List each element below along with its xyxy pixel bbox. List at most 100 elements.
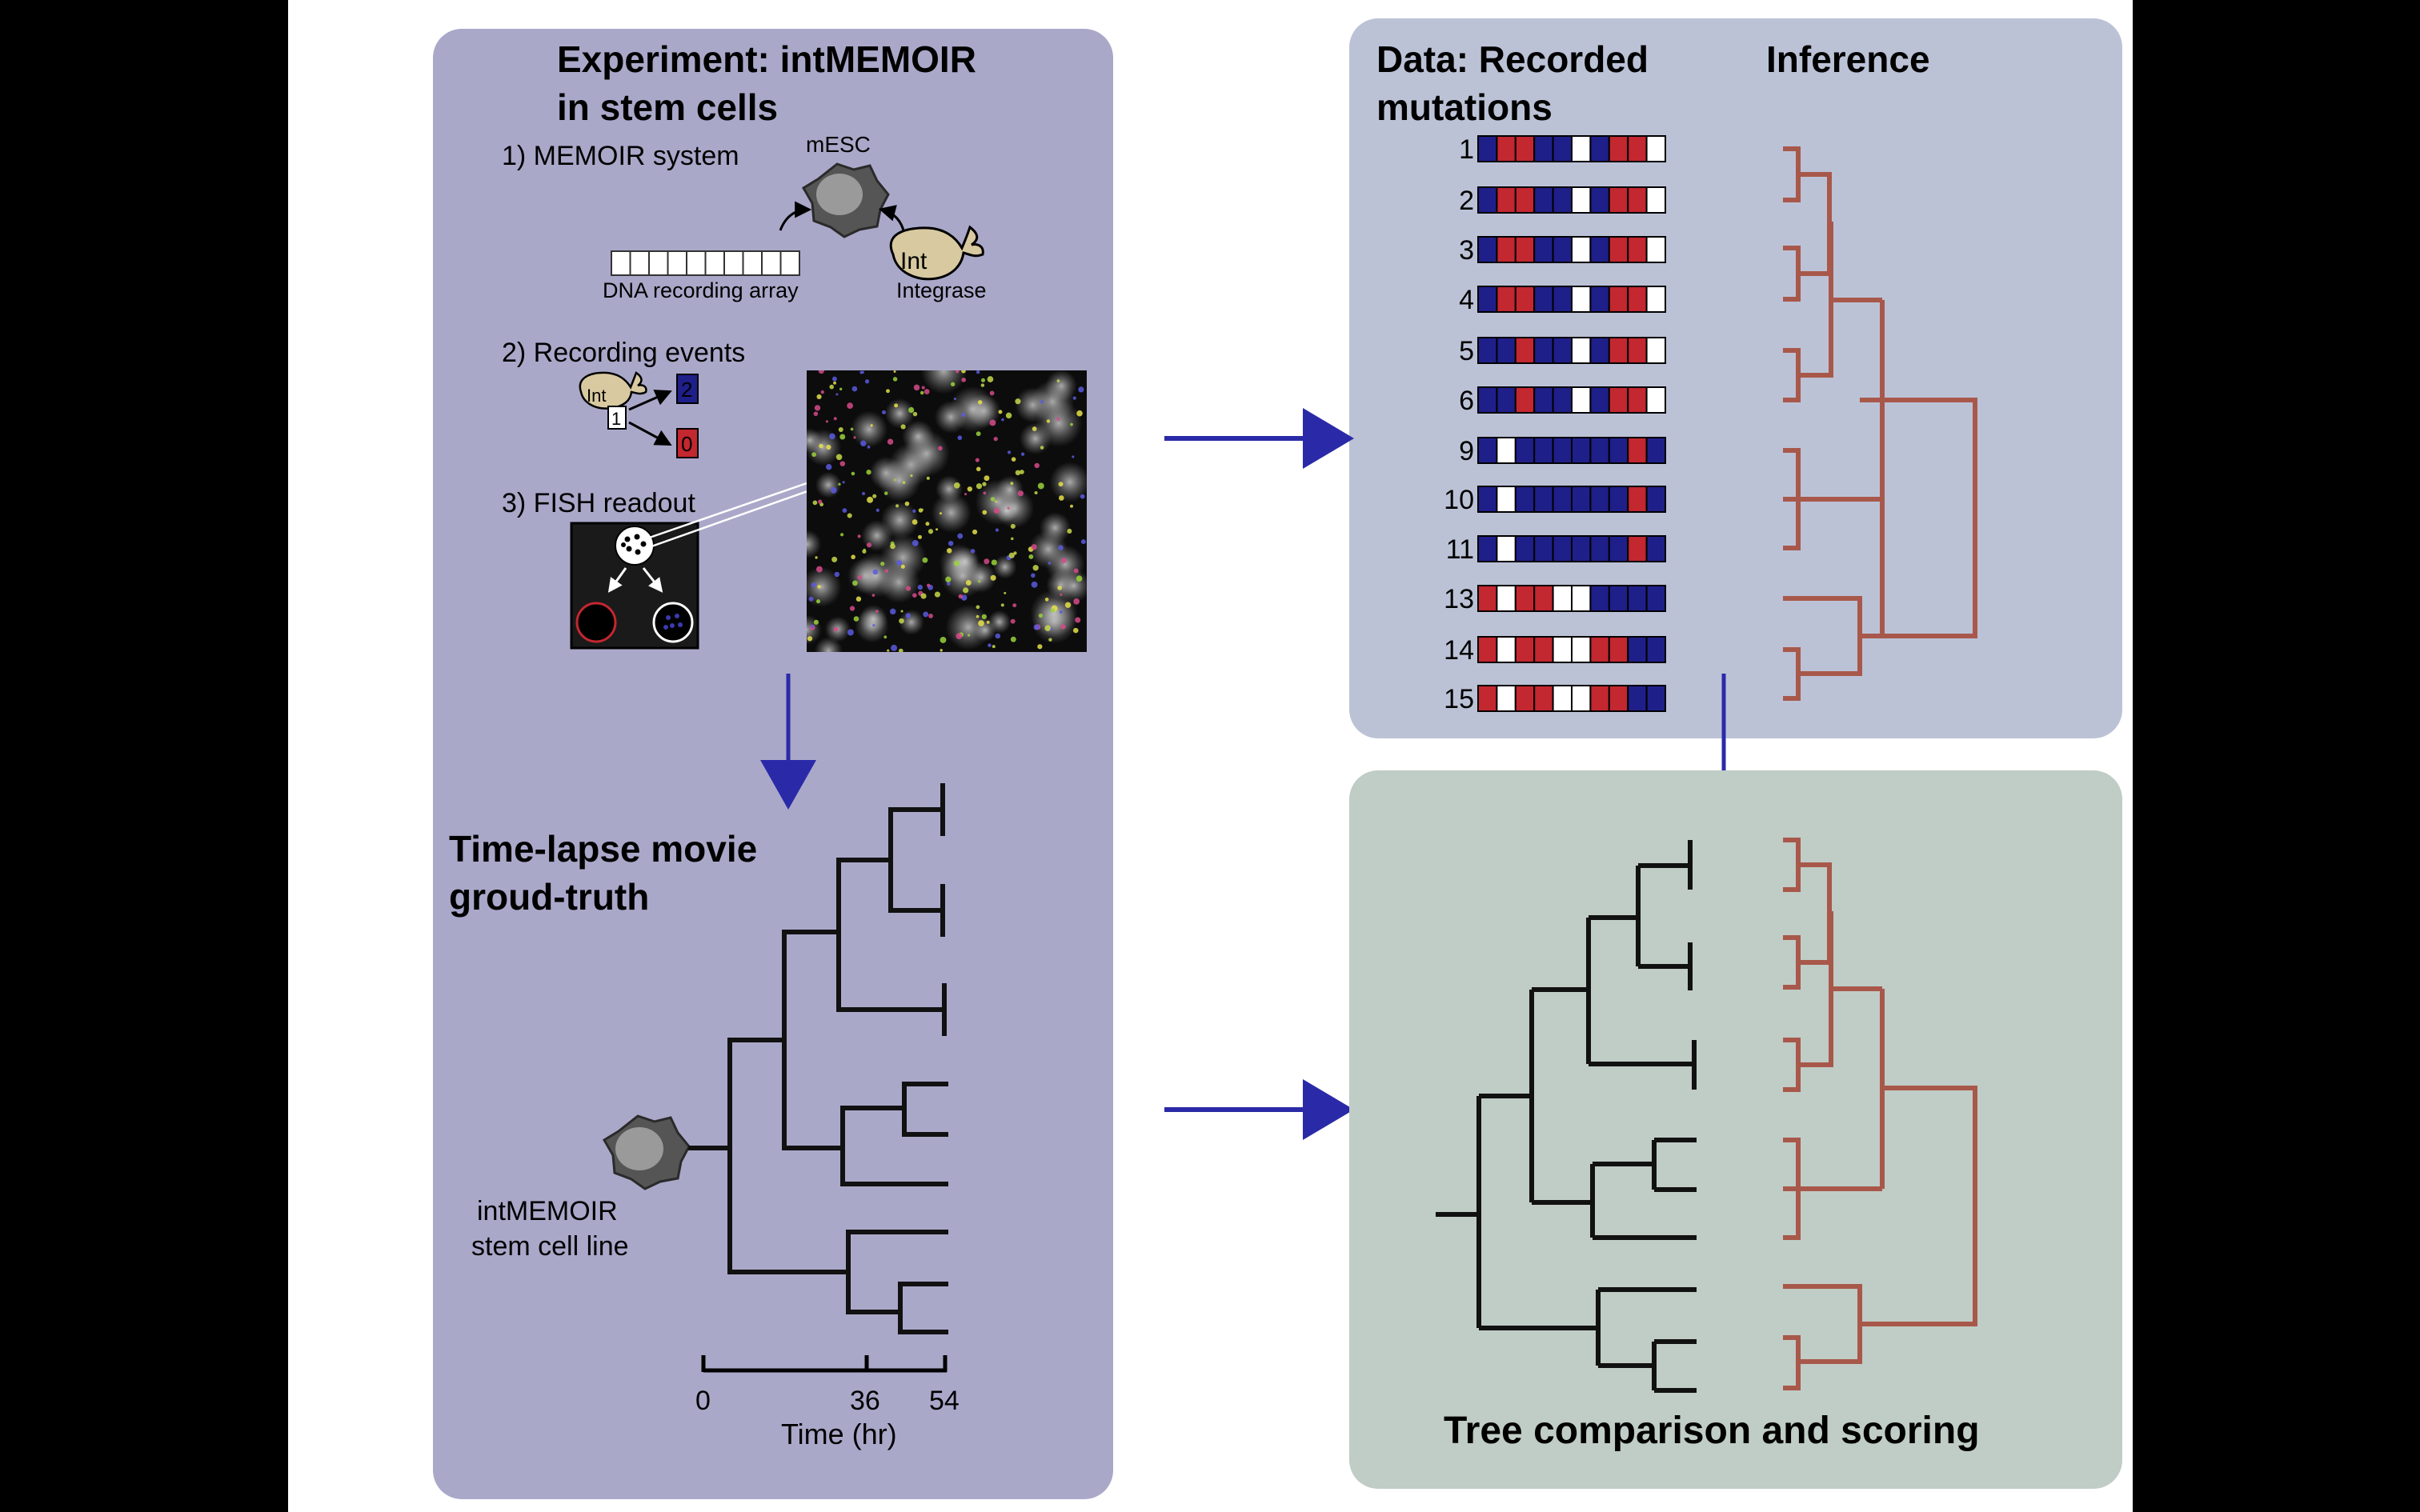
fish-signal-dot <box>924 389 930 394</box>
fish-signal-dot <box>989 419 996 426</box>
mutation-cell <box>1589 636 1610 663</box>
fish-signal-dot <box>880 562 885 566</box>
nucleus-blob <box>1030 589 1078 638</box>
mutation-cell <box>1645 337 1667 364</box>
arrow-array-to-cell <box>779 201 812 231</box>
fish-signal-dot <box>928 614 933 618</box>
fish-signal-dot <box>1007 506 1010 510</box>
fish-signal-dot <box>847 402 853 409</box>
mutation-cell <box>1645 486 1667 513</box>
fish-signal-dot <box>1005 412 1012 419</box>
fish-signal-dot <box>976 431 981 437</box>
arrow-to-state-2 <box>628 390 672 411</box>
mutation-cell <box>1552 585 1573 612</box>
mutation-cell <box>1533 286 1554 313</box>
data-title-line1: Data: Recorded <box>1376 38 1649 80</box>
mutation-cell <box>1608 486 1629 513</box>
nucleus-blob <box>807 566 842 608</box>
dna-array-cell <box>629 250 650 276</box>
data-title-line2: mutations <box>1376 86 1553 128</box>
fish-signal-dot <box>984 558 990 565</box>
fish-signal-dot <box>1008 552 1015 558</box>
fish-signal-dot <box>852 580 858 586</box>
fish-signal-dot <box>1040 446 1044 450</box>
ground-truth-tree <box>688 783 948 1334</box>
mutation-cell <box>1571 337 1592 364</box>
fish-signal-dot <box>950 382 956 386</box>
fish-signal-dot <box>1059 610 1063 614</box>
fish-signal-dot <box>847 629 854 636</box>
fish-signal-dot <box>912 411 918 417</box>
fish-signal-dot <box>1007 450 1012 454</box>
fish-signal-dot <box>811 452 816 458</box>
nucleus-blob <box>995 498 1019 522</box>
fish-signal-dot <box>1044 625 1052 631</box>
fish-signal-dot <box>961 370 966 374</box>
fish-signal-dot <box>926 476 930 480</box>
fish-signal-dot <box>908 406 915 414</box>
fish-signal-dot <box>861 370 864 374</box>
arrow-to-state-0 <box>628 421 672 446</box>
fish-signal-dot <box>1034 490 1038 495</box>
dna-array-cell <box>723 250 744 276</box>
mesc-label: mESC <box>806 132 871 157</box>
fish-signal-dot <box>1058 495 1064 501</box>
fish-signal-dot <box>984 475 990 482</box>
mutation-cell <box>1552 236 1573 263</box>
fish-signal-dot <box>938 446 943 451</box>
mutation-cell <box>1514 685 1536 712</box>
fish-signal-dot <box>853 616 859 622</box>
fish-signal-dot <box>842 481 845 484</box>
nucleus-blob <box>1049 462 1087 502</box>
state-1-box <box>607 406 627 430</box>
fish-signal-dot <box>834 571 840 578</box>
mutation-cell <box>1514 236 1536 263</box>
fish-signal-dot <box>976 483 983 490</box>
fish-signal-dot <box>900 564 905 569</box>
fish-readout-schematic <box>570 522 699 650</box>
inferred-tree <box>1783 146 1977 701</box>
nucleus-blob <box>898 609 924 635</box>
fish-signal-dot <box>982 482 987 486</box>
inference-title: Inference <box>1766 38 1930 80</box>
fish-signal-dot <box>826 444 831 450</box>
fish-signal-dot <box>855 596 862 602</box>
fish-signal-dot <box>990 497 996 502</box>
fish-signal-dot <box>887 438 894 445</box>
fish-signal-dot <box>867 496 874 503</box>
fish-signal-dot <box>1010 482 1014 486</box>
dna-array-cell <box>704 250 725 276</box>
mutation-cell <box>1589 437 1610 464</box>
mutation-cell <box>1496 437 1517 464</box>
fish-signal-dot <box>875 508 879 512</box>
fish-signal-dot <box>833 381 836 385</box>
mutation-cell <box>1496 535 1517 562</box>
fish-signal-dot <box>975 458 980 462</box>
fish-signal-dot <box>1015 398 1021 405</box>
fish-signal-dot <box>913 384 920 391</box>
mutation-cell <box>1627 186 1648 214</box>
mutation-cell <box>1589 685 1610 712</box>
nucleus-blob <box>807 428 822 453</box>
fish-signal-dot <box>923 611 929 618</box>
fish-signal-dot <box>972 529 978 534</box>
fish-signal-dot <box>982 510 988 515</box>
fish-signal-dot <box>835 393 839 396</box>
fish-signal-dot <box>872 494 877 498</box>
mutation-cell <box>1645 437 1667 464</box>
fish-signal-dot <box>818 499 823 504</box>
fish-signal-dot <box>905 586 912 591</box>
mutation-cell <box>1571 535 1592 562</box>
fish-signal-dot <box>912 519 918 525</box>
fish-microscopy-image <box>807 370 1087 652</box>
cell-line-label-1: intMEMOIR <box>477 1196 618 1226</box>
mutation-cell <box>1627 685 1648 712</box>
fish-signal-dot <box>871 594 875 597</box>
fish-signal-dot <box>851 386 858 392</box>
mutation-cell <box>1608 135 1629 162</box>
mutation-cell <box>1627 636 1648 663</box>
mutation-cell <box>1496 337 1517 364</box>
mutation-cell <box>1645 386 1667 414</box>
mutation-row-label: 6 <box>1459 386 1474 416</box>
dna-array-cell <box>667 250 687 276</box>
